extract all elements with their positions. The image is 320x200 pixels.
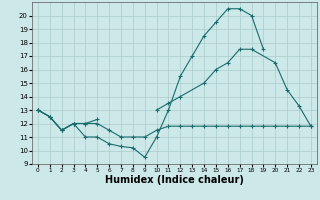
X-axis label: Humidex (Indice chaleur): Humidex (Indice chaleur): [105, 175, 244, 185]
